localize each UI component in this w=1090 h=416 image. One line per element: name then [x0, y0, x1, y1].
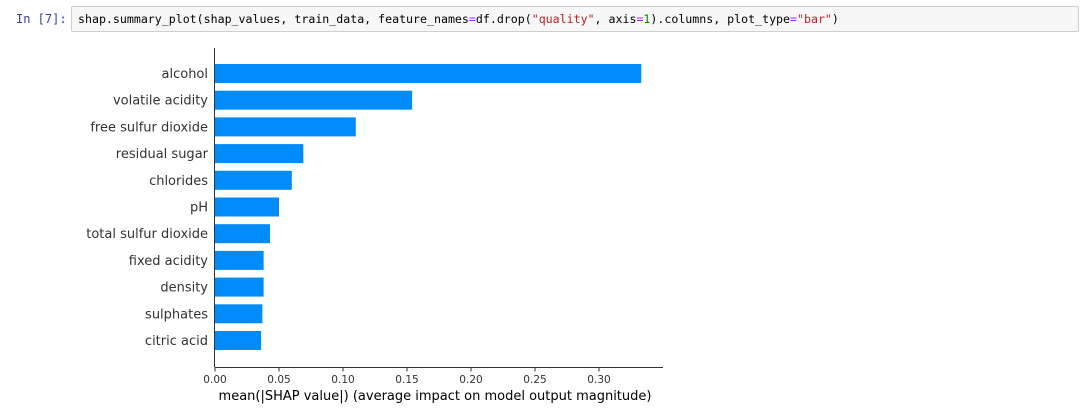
bar — [215, 90, 413, 110]
bar — [215, 117, 356, 137]
category-label: free sulfur dioxide — [90, 120, 208, 135]
code-token: ) — [831, 12, 839, 26]
x-tick-label: 0.05 — [267, 374, 290, 386]
bar — [215, 197, 279, 217]
shap-bar-chart: alcohol volatile acidity free sulfur dioxi… — [86, 48, 663, 404]
category-label: volatile acidity — [113, 94, 208, 109]
category-label: citric acid — [145, 334, 208, 349]
x-tick-label: 0.20 — [459, 374, 482, 386]
x-axis-label: mean(|SHAP value|) (average impact on mo… — [219, 389, 652, 404]
cell-output: alcohol volatile acidity free sulfur dioxi… — [0, 40, 1090, 416]
x-tick-label: 0.10 — [331, 374, 354, 386]
bar — [215, 170, 292, 190]
category-label: chlorides — [149, 174, 208, 189]
code-token: "quality" — [531, 12, 595, 26]
x-tick-label: 0.25 — [523, 374, 546, 386]
code-token: , axis — [594, 12, 637, 26]
bar — [215, 64, 642, 83]
bar — [215, 331, 262, 350]
category-label: density — [160, 281, 208, 296]
x-tick-label: 0.30 — [587, 374, 610, 386]
code-token: df.drop( — [475, 12, 532, 26]
x-tick-label: 0.00 — [203, 374, 226, 386]
code-token: = — [790, 12, 797, 26]
code-input-area[interactable]: shap.summary_plot(shap_values, train_dat… — [71, 6, 1079, 32]
bar — [215, 144, 304, 164]
category-label: residual sugar — [116, 147, 209, 162]
cell-prompt: In [7]: — [16, 12, 67, 26]
category-label: total sulfur dioxide — [86, 227, 208, 242]
category-label: fixed acidity — [129, 254, 209, 269]
bar — [215, 304, 263, 324]
code-token: 1 — [643, 12, 651, 26]
code-line[interactable]: shap.summary_plot(shap_values, train_dat… — [78, 11, 839, 27]
bar — [215, 277, 264, 297]
code-token: shap.summary_plot(shap_values, train_dat… — [78, 12, 469, 26]
category-label: pH — [190, 201, 208, 216]
code-token: = — [468, 12, 476, 26]
x-tick-label: 0.15 — [395, 374, 418, 386]
category-label: sulphates — [145, 307, 208, 322]
category-label: alcohol — [162, 67, 208, 82]
bar — [215, 250, 264, 270]
bar — [215, 224, 271, 244]
code-token: "bar" — [797, 12, 832, 26]
code-token: = — [636, 12, 644, 26]
code-token: ).columns, plot_type — [650, 12, 791, 26]
